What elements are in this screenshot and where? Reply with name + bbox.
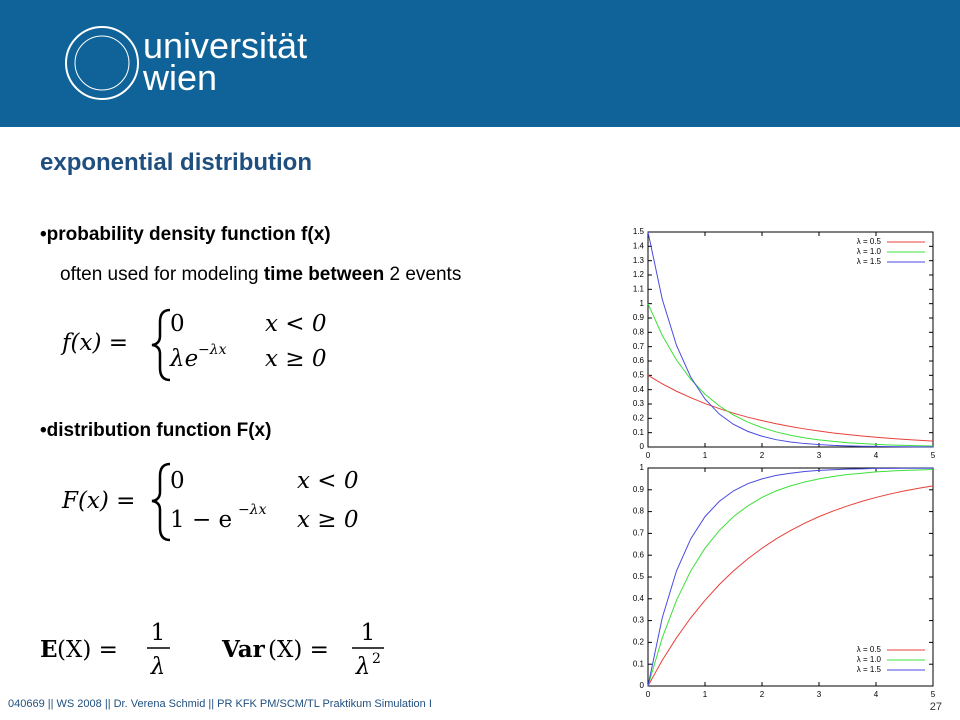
x-tick-label: 5 bbox=[931, 451, 936, 460]
text-part: often used for modeling bbox=[60, 264, 264, 285]
logo-text: universität bbox=[143, 25, 307, 66]
denominator: λ bbox=[150, 654, 166, 680]
y-tick-label: 0.9 bbox=[633, 313, 645, 322]
x-tick-label: 0 bbox=[646, 690, 651, 699]
legend-label: λ = 1.5 bbox=[857, 665, 882, 674]
y-tick-label: 1.4 bbox=[633, 241, 645, 250]
expectation-symbol: E bbox=[40, 636, 58, 663]
header-band bbox=[0, 0, 960, 127]
y-tick-label: 0 bbox=[640, 681, 645, 690]
y-tick-label: 0.1 bbox=[633, 428, 645, 437]
x-tick-label: 4 bbox=[874, 690, 879, 699]
series-line bbox=[647, 231, 933, 448]
series-line bbox=[647, 485, 934, 687]
legend-label: λ = 0.5 bbox=[857, 645, 882, 654]
case-value: 0 bbox=[170, 468, 185, 494]
variance-lhs: (X) = bbox=[268, 637, 329, 663]
x-tick-label: 2 bbox=[760, 451, 765, 460]
footer: 040669 || WS 2008 || Dr. Verena Schmid |… bbox=[8, 698, 432, 710]
y-tick-label: 0 bbox=[640, 442, 645, 451]
expectation-lhs: (X) = bbox=[57, 637, 118, 663]
y-tick-label: 0.6 bbox=[633, 550, 645, 559]
series-line bbox=[647, 374, 934, 442]
series-line bbox=[647, 469, 934, 687]
brace bbox=[151, 308, 171, 382]
case-value: 1 − e bbox=[170, 507, 232, 533]
logo-text: wien bbox=[142, 57, 217, 98]
y-tick-label: 0.7 bbox=[633, 342, 645, 351]
case-condition: x ≥ 0 bbox=[297, 507, 359, 533]
case-value: λe bbox=[169, 346, 198, 372]
legend-label: λ = 1.5 bbox=[857, 257, 882, 266]
cdf-formula: F(x) = 0 x < 0 1 − e −λx x ≥ 0 bbox=[61, 462, 359, 542]
slide-title: exponential distribution bbox=[40, 149, 312, 176]
formula-lhs: f(x) = bbox=[60, 330, 128, 356]
y-tick-label: 0.5 bbox=[633, 370, 645, 379]
y-tick-label: 0.9 bbox=[633, 485, 645, 494]
y-tick-label: 0.2 bbox=[633, 413, 645, 422]
y-tick-label: 0.8 bbox=[633, 507, 645, 516]
x-tick-label: 1 bbox=[703, 451, 708, 460]
y-tick-label: 0.5 bbox=[633, 572, 645, 581]
legend-label: λ = 1.0 bbox=[857, 247, 882, 256]
plot-frame bbox=[647, 467, 934, 687]
formula-lhs: F(x) = bbox=[61, 488, 135, 514]
y-tick-label: 1.3 bbox=[633, 256, 645, 265]
legend-label: λ = 0.5 bbox=[857, 237, 882, 246]
y-tick-label: 0.4 bbox=[633, 594, 645, 603]
y-tick-label: 1 bbox=[640, 463, 645, 472]
y-tick-label: 0.7 bbox=[633, 529, 645, 538]
x-tick-label: 4 bbox=[874, 451, 879, 460]
chart: 0 0.1 0.2 0.3 0.4 0.5 0.6 0.7 0.8 0.9 1 1.1 1.2 1.3 1.… bbox=[633, 227, 936, 460]
variance-symbol: Var bbox=[221, 636, 266, 663]
y-tick-label: 0.1 bbox=[633, 659, 645, 668]
bullet: •distribution function F(x) bbox=[40, 420, 271, 441]
x-tick-label: 0 bbox=[646, 451, 651, 460]
x-tick-label: 5 bbox=[931, 690, 936, 699]
x-tick-label: 2 bbox=[760, 690, 765, 699]
x-tick-label: 3 bbox=[817, 451, 822, 460]
y-tick-label: 1 bbox=[640, 299, 645, 308]
y-tick-label: 0.8 bbox=[633, 327, 645, 336]
y-tick-label: 0.4 bbox=[633, 385, 645, 394]
x-tick-label: 3 bbox=[817, 690, 822, 699]
y-tick-label: 0.3 bbox=[633, 616, 645, 625]
y-tick-label: 1.1 bbox=[633, 284, 645, 293]
exponent: −λx bbox=[238, 502, 267, 518]
series-line bbox=[647, 467, 933, 687]
case-condition: x < 0 bbox=[265, 311, 327, 337]
page-number: 27 bbox=[930, 701, 942, 713]
pdf-formula: f(x) = 0 x < 0 λe −λx x ≥ 0 bbox=[60, 308, 327, 382]
text-part: 2 events bbox=[384, 264, 461, 285]
case-condition: x ≥ 0 bbox=[265, 346, 327, 372]
brace bbox=[151, 462, 171, 542]
legend-label: λ = 1.0 bbox=[857, 655, 882, 664]
moments: E (X) = 1 λ Var (X) = 1 λ 2 bbox=[40, 620, 384, 680]
case-value: 0 bbox=[170, 311, 185, 337]
y-tick-label: 0.2 bbox=[633, 638, 645, 647]
bullet: •probability density function f(x) bbox=[40, 224, 331, 245]
denominator: λ bbox=[355, 654, 371, 680]
exponent: −λx bbox=[198, 342, 227, 358]
x-tick-label: 1 bbox=[703, 690, 708, 699]
exponent: 2 bbox=[372, 651, 381, 667]
plot-frame bbox=[647, 231, 934, 448]
charts: 0 0.1 0.2 0.3 0.4 0.5 0.6 0.7 0.8 0.9 1 1.1 1.2 1.3 1.… bbox=[633, 227, 936, 699]
logo: universität wien bbox=[65, 25, 307, 100]
chart: 0 0.1 0.2 0.3 0.4 0.5 0.6 0.7 0.8 0.9 1 0 1 2 3 4 5 λ = 0… bbox=[633, 463, 936, 699]
case-condition: x < 0 bbox=[297, 468, 359, 494]
y-tick-label: 1.2 bbox=[633, 270, 645, 279]
numerator: 1 bbox=[361, 620, 376, 646]
y-tick-label: 0.3 bbox=[633, 399, 645, 408]
numerator: 1 bbox=[151, 620, 166, 646]
y-tick-label: 1.5 bbox=[633, 227, 645, 236]
y-tick-label: 0.6 bbox=[633, 356, 645, 365]
sentence: often used for modeling time between 2 e… bbox=[60, 264, 461, 285]
logo-seal bbox=[65, 26, 139, 100]
text-part: time between bbox=[264, 264, 384, 285]
logo-seal-inner bbox=[74, 35, 130, 91]
